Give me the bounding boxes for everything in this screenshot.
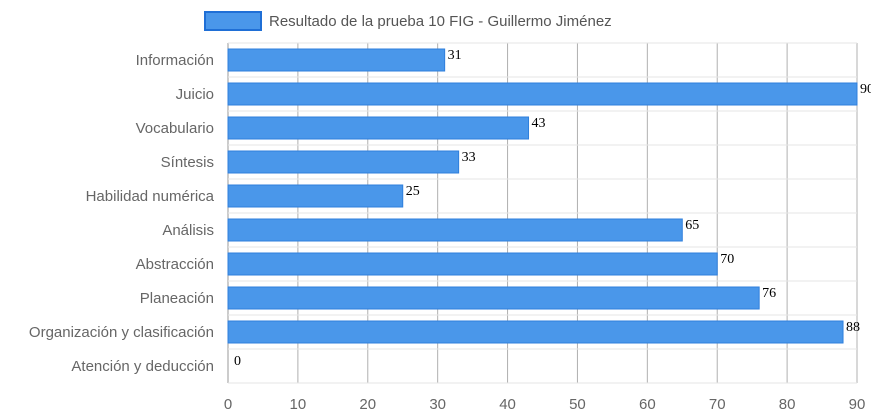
data-label: 65 [685,218,699,233]
x-tick-label: 10 [290,396,307,413]
category-labels: Información Juicio Vocabulario Síntesis Habi… [29,52,215,375]
bar [227,218,683,242]
x-axis-ticks: 0 10 20 30 40 50 60 70 80 90 [224,396,866,413]
legend-label: Resultado de la prueba 10 FIG - Guillerm… [269,13,612,30]
x-tick-label: 40 [499,396,516,413]
data-label: 43 [532,116,546,131]
category-label: Síntesis [161,154,214,171]
legend: Resultado de la prueba 10 FIG - Guillerm… [204,11,612,31]
bar [227,286,760,310]
bar [227,82,858,106]
category-label: Información [136,52,214,69]
x-tick-label: 70 [709,396,726,413]
data-label: 33 [462,150,476,165]
data-label: 88 [846,320,860,335]
data-label: 70 [720,252,734,267]
x-tick-label: 20 [359,396,376,413]
category-label: Atención y deducción [71,358,214,375]
category-label: Habilidad numérica [86,188,215,205]
x-tick-label: 30 [429,396,446,413]
bar [227,150,460,174]
bar [227,320,844,344]
data-label: 90 [860,82,871,97]
bar [227,184,404,208]
category-label: Juicio [176,86,214,103]
category-label: Planeación [140,290,214,307]
data-labels: 31 90 43 33 25 65 70 76 88 0 [234,48,871,369]
x-tick-label: 60 [639,396,656,413]
legend-swatch [204,11,262,31]
category-label: Análisis [162,222,214,239]
bar [227,252,718,276]
data-label: 31 [448,48,462,63]
x-tick-label: 0 [224,396,232,413]
x-tick-label: 90 [849,396,866,413]
x-tick-label: 50 [569,396,586,413]
data-label: 76 [762,286,776,301]
x-tick-label: 80 [779,396,796,413]
bars [227,48,858,344]
bar [227,48,446,72]
category-label: Organización y clasificación [29,324,214,341]
bar [227,116,530,140]
data-label: 25 [406,184,420,199]
data-label: 0 [234,354,241,369]
category-label: Abstracción [136,256,214,273]
category-label: Vocabulario [136,120,214,137]
